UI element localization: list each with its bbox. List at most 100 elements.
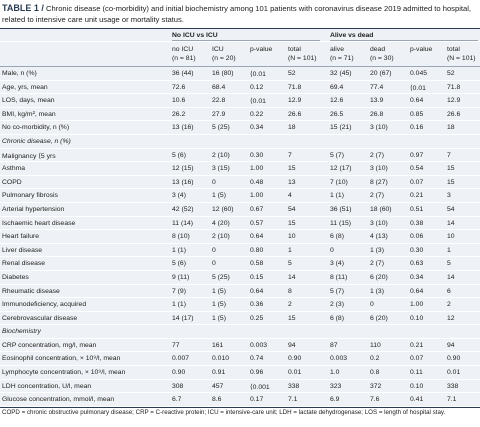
cell: 1 (1)	[172, 301, 186, 309]
cell: 0.21	[410, 341, 424, 349]
cell: 0.01	[447, 369, 461, 377]
cell: 0	[212, 260, 216, 268]
row-label: Immunodeficiency, acquired	[2, 301, 87, 309]
row-label: Male, n (%)	[2, 70, 37, 77]
section-row: Chronic disease, n (%)	[0, 135, 480, 149]
cell: 5 (6)	[172, 260, 186, 268]
cell: 4 (13)	[370, 233, 388, 241]
cell: 18	[288, 124, 296, 132]
cell: 0.15	[250, 273, 264, 281]
cell: 110	[370, 341, 381, 349]
cell: ⟨0.01	[250, 98, 266, 106]
cell: 3 (10)	[370, 219, 388, 227]
row-label: Diabetes	[2, 273, 29, 281]
cell: 0.8	[370, 369, 380, 377]
cell: 15	[447, 178, 455, 186]
cell: 68.4	[212, 83, 226, 91]
table-row: Diabetes 9 (11) 5 (25) 0.15 14 8 (11) 6 (20) 0.…	[0, 271, 480, 285]
cell: 0.57	[250, 219, 264, 227]
column-n: (N = 101)	[288, 55, 317, 62]
group-rule	[172, 40, 320, 41]
cell: 1.00	[250, 165, 264, 173]
cell: 338	[447, 382, 459, 390]
table-row: Arterial hypertension 42 (52) 12 (60) 0.67 5…	[0, 203, 480, 217]
cell: 0.91	[212, 369, 226, 377]
cell: 0.10	[410, 382, 424, 390]
cell: 10	[447, 233, 455, 241]
cell: 94	[288, 341, 296, 349]
table: No ICU vs ICU Alive vs dead no ICU (n = 81)…	[0, 28, 480, 408]
table-row: CRP concentration, mg/l, mean 77 161 0.003 9…	[0, 339, 480, 353]
cell: 0.85	[410, 110, 424, 118]
column-name: dead	[370, 46, 386, 53]
cell: 26.8	[370, 110, 384, 118]
cell: 5 (6)	[172, 151, 186, 159]
cell: 1 (3)	[370, 246, 384, 254]
table-row: LOS, days, mean 10.6 22.8 ⟨0.01 12.9 12.6 13.9…	[0, 94, 480, 108]
cell: 0.07	[410, 178, 424, 186]
group-header: No ICU vs ICU	[172, 32, 218, 39]
cell: 2 (3)	[330, 301, 344, 309]
cell: 0.64	[250, 287, 264, 295]
cell: 0.10	[410, 314, 424, 322]
cell: 18	[447, 124, 455, 132]
cell: 71.8	[447, 83, 461, 91]
cell: 7	[447, 151, 451, 159]
cell: 26.6	[447, 110, 461, 118]
cell: 94	[447, 341, 455, 349]
cell: 0.30	[250, 151, 264, 159]
cell: 5 (7)	[330, 287, 344, 295]
cell: 15	[288, 165, 296, 173]
cell: 7 (9)	[172, 287, 186, 295]
cell: 1 (1)	[330, 192, 344, 200]
footnote: COPD = chronic obstructive pulmonary dis…	[2, 409, 446, 416]
column-name: no ICU	[172, 46, 194, 53]
table-row: Immunodeficiency, acquired 1 (1) 1 (5) 0.36…	[0, 298, 480, 312]
cell: 0.64	[410, 287, 424, 295]
cell: 0.90	[288, 355, 302, 363]
cell: 26.5	[330, 110, 344, 118]
cell: 7	[288, 151, 292, 159]
cell: 18 (60)	[370, 205, 392, 213]
cell: 12 (60)	[212, 205, 234, 213]
table-row: Malignancy ⟨5 yrs 5 (6) 2 (10) 0.30 7 5 (7) 2 …	[0, 149, 480, 163]
column-header-row: no ICU (n = 81) ICU (n = 20) p-value total (N …	[0, 42, 480, 67]
table-row: Heart failure 8 (10) 2 (10) 0.64 10 6 (8) 4 (1…	[0, 230, 480, 244]
cell: 10.6	[172, 97, 186, 105]
cell: 9 (11)	[172, 273, 190, 281]
cell: 13 (16)	[172, 124, 194, 132]
cell: 5	[447, 260, 451, 268]
cell: 5 (7)	[330, 151, 344, 159]
cell: 0.48	[250, 178, 264, 186]
cell: 14	[447, 273, 455, 281]
cell: 36 (44)	[172, 70, 194, 77]
table-row: Rheumatic disease 7 (9) 1 (5) 0.64 8 5 (7) 1 (…	[0, 285, 480, 299]
cell: 3	[447, 192, 451, 200]
cell: 36 (51)	[330, 205, 352, 213]
cell: 2	[447, 301, 451, 309]
row-label: BMI, kg/m², mean	[2, 110, 56, 118]
cell: 0.90	[447, 355, 461, 363]
cell: 0.30	[410, 246, 424, 254]
cell: 11 (15)	[330, 219, 352, 227]
row-label: Pulmonary fibrosis	[2, 192, 58, 200]
cell: 0	[212, 246, 216, 254]
cell: 2 (10)	[212, 151, 230, 159]
cell: 6	[447, 287, 451, 295]
cell: 69.4	[330, 83, 344, 91]
table-row: Eosinophil concentration, × 10⁹/l, mean 0…	[0, 352, 480, 367]
cell: 8 (27)	[370, 178, 388, 186]
cell: 87	[330, 341, 338, 349]
column-header: no ICU (n = 81)	[172, 45, 196, 63]
cell: 0.80	[250, 246, 264, 254]
cell: 6 (20)	[370, 314, 388, 322]
cell: 54	[288, 205, 296, 213]
cell: 4	[288, 192, 292, 200]
cell: 4 (20)	[212, 219, 230, 227]
cell: 0.21	[410, 192, 424, 200]
cell: 15 (21)	[330, 124, 352, 132]
table-row: Liver disease 1 (1) 0 0.80 1 0 1 (3) 0.30 1	[0, 244, 480, 258]
cell: 7 (10)	[330, 178, 348, 186]
row-label: LOS, days, mean	[2, 97, 55, 105]
